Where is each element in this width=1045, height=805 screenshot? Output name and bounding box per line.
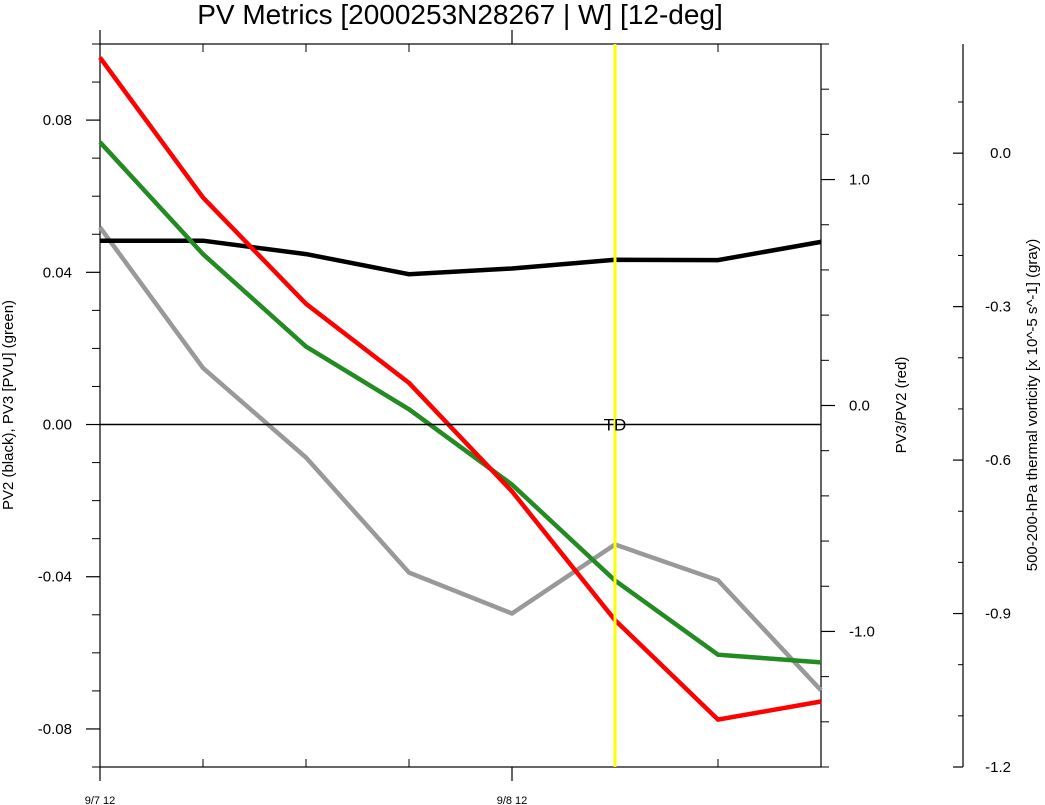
far-right-y-axis: -1.2 -0.9 -0.6 -0.3 0.0 xyxy=(953,44,1011,776)
left-tick-label: -0.08 xyxy=(38,721,72,738)
series-lines xyxy=(98,56,823,723)
series-line xyxy=(98,56,822,723)
plot-frame xyxy=(99,43,822,768)
far-right-axis-label: 500-200-hPa thermal vorticity [x 10^-5 s… xyxy=(1024,239,1041,572)
far-tick-label: -0.9 xyxy=(985,606,1011,623)
left-tick-label: 0.00 xyxy=(43,417,72,434)
right-y-axis: -1.0 0.0 1.0 xyxy=(821,43,875,768)
x-tick-label: 9/8 12 xyxy=(497,795,528,805)
far-tick-label: -0.6 xyxy=(985,452,1011,469)
series-line xyxy=(98,140,822,665)
left-tick-label: -0.04 xyxy=(38,569,72,586)
x-tick-label: 9/7 12 xyxy=(85,795,116,805)
right-tick-label: 0.0 xyxy=(849,398,870,415)
right-tick-label: -1.0 xyxy=(849,623,875,640)
right-tick-label: 1.0 xyxy=(849,172,870,189)
td-marker-label: TD xyxy=(604,416,627,435)
far-tick-label: -1.2 xyxy=(985,759,1011,776)
x-axis: 9/7 12 9/8 12 xyxy=(85,30,822,805)
series-line xyxy=(98,225,823,692)
series-line xyxy=(100,238,822,277)
chart-title: PV Metrics [2000253N28267 | W] [12-deg] xyxy=(197,0,723,30)
far-tick-label: 0.0 xyxy=(990,145,1011,162)
left-tick-label: 0.04 xyxy=(43,264,72,281)
far-tick-label: -0.3 xyxy=(985,299,1011,316)
left-tick-label: 0.08 xyxy=(43,112,72,129)
right-axis-label: PV3/PV2 (red) xyxy=(893,357,910,454)
left-axis-label: PV2 (black), PV3 [PVU] (green) xyxy=(0,300,17,510)
left-y-axis: -0.08 -0.04 0.00 0.04 0.08 xyxy=(38,43,100,768)
